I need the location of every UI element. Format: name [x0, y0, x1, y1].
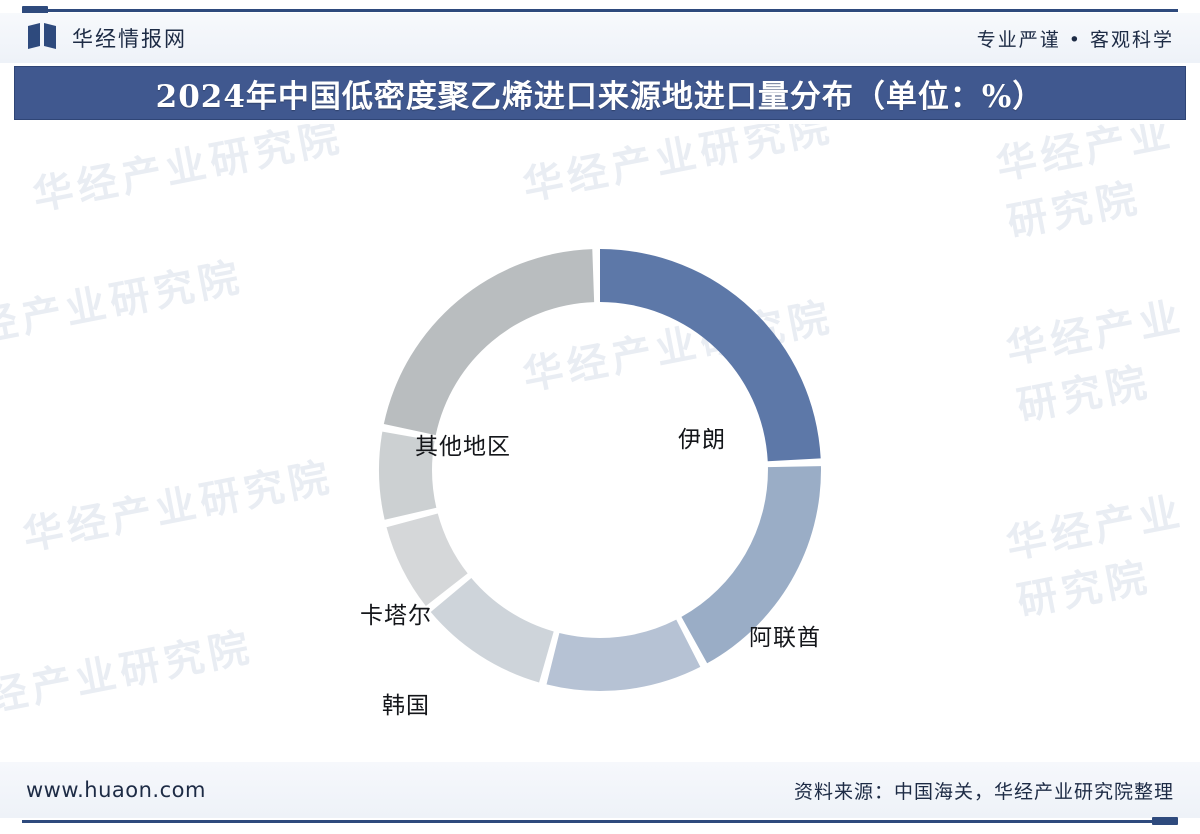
- open-book-logo-icon: [26, 22, 60, 54]
- donut-slice[interactable]: [386, 513, 468, 607]
- slice-label-qatar: 卡塔尔: [360, 603, 432, 629]
- chart-title-bar: 2024年中国低密度聚乙烯进口来源地进口量分布（单位：%）: [14, 66, 1186, 120]
- brand-name: 华经情报网: [72, 27, 187, 51]
- slice-label-other: 其他地区: [415, 434, 511, 460]
- donut-slice-group: [379, 249, 822, 691]
- chart-canvas: 华经产业研究院 华经产业研究院 华经产业研究院 华经产业研究院 华经产业研究院 …: [0, 124, 1200, 754]
- page-header: 华经情报网 专业严谨 • 客观科学: [0, 13, 1200, 63]
- donut-chart: [379, 249, 822, 691]
- donut-slice[interactable]: [681, 466, 822, 664]
- header-tagline: 专业严谨 • 客观科学: [976, 28, 1174, 51]
- slice-label-korea: 韩国: [382, 693, 430, 719]
- slice-label-iran: 伊朗: [678, 427, 726, 453]
- footer-url[interactable]: www.huaon.com: [26, 778, 206, 802]
- top-divider: [22, 9, 1178, 12]
- brand: 华经情报网: [26, 22, 187, 54]
- page-footer: www.huaon.com 资料来源：中国海关，华经产业研究院整理: [0, 762, 1200, 818]
- slice-label-uae: 阿联酋: [749, 625, 821, 651]
- footer-source: 资料来源：中国海关，华经产业研究院整理: [793, 780, 1174, 803]
- bottom-divider-cap: [1152, 817, 1178, 825]
- top-divider-cap: [22, 6, 48, 14]
- donut-slice[interactable]: [383, 249, 595, 436]
- donut-slice[interactable]: [600, 249, 821, 462]
- donut-slice[interactable]: [546, 619, 701, 691]
- donut-slice[interactable]: [379, 431, 437, 520]
- donut-slice[interactable]: [430, 577, 554, 683]
- bottom-divider: [22, 820, 1178, 823]
- page-title: 2024年中国低密度聚乙烯进口来源地进口量分布（单位：%）: [155, 78, 1045, 115]
